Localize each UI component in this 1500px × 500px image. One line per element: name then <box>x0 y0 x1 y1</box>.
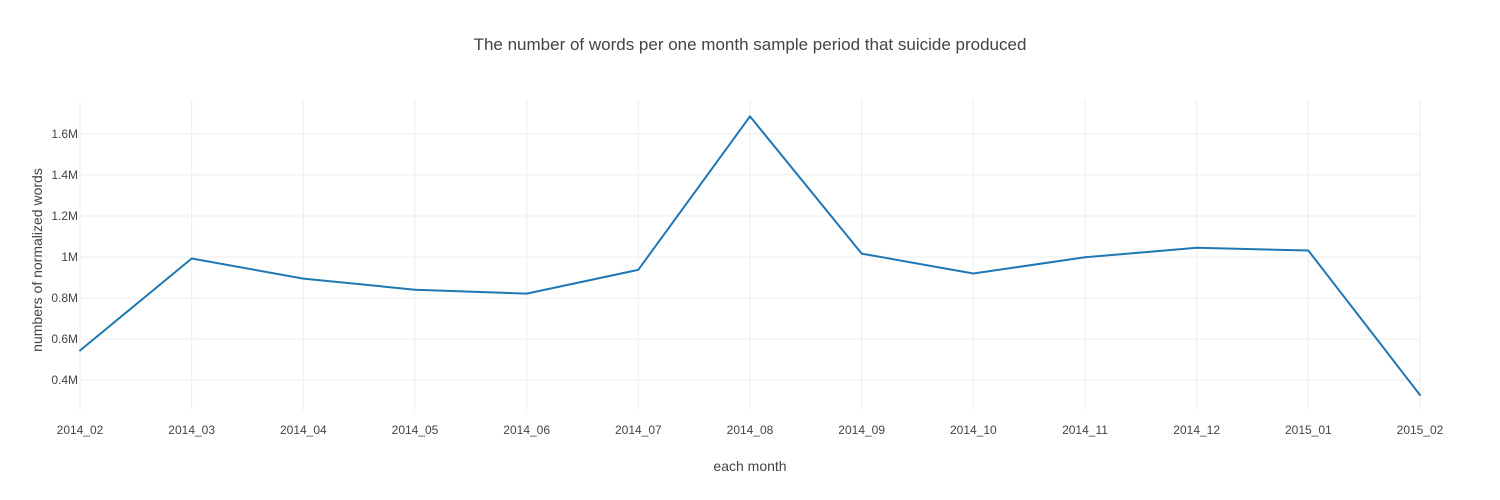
y-tick-label: 1M <box>61 250 78 264</box>
y-axis-title: numbers of normalized words <box>29 168 45 352</box>
data-point <box>525 292 528 295</box>
x-tick-label: 2014_09 <box>838 423 885 437</box>
series-layer <box>79 115 1421 397</box>
x-tick-label: 2014_08 <box>727 423 774 437</box>
data-point <box>637 268 640 271</box>
data-point <box>1419 394 1421 397</box>
x-tick-label: 2014_02 <box>57 423 104 437</box>
y-tick-label: 0.4M <box>51 373 78 387</box>
y-tick-label: 0.8M <box>51 291 78 305</box>
data-point <box>1307 249 1310 252</box>
data-point <box>860 252 863 255</box>
y-tick-label: 1.4M <box>51 168 78 182</box>
x-tick-label: 2014_06 <box>503 423 550 437</box>
x-tick-label: 2014_04 <box>280 423 327 437</box>
y-axis-ticks: 0.4M 0.6M 0.8M 1M 1.2M 1.4M 1.6M <box>51 127 78 387</box>
data-point <box>1084 256 1086 259</box>
x-tick-label: 2014_11 <box>1062 423 1108 437</box>
x-axis-ticks: 2014_02 2014_03 2014_04 2014_05 2014_06 2014_… <box>57 423 1444 437</box>
data-point <box>79 349 81 352</box>
x-tick-label: 2015_01 <box>1285 423 1332 437</box>
x-tick-label: 2014_10 <box>950 423 997 437</box>
y-tick-label: 1.6M <box>51 127 78 141</box>
x-tick-label: 2014_12 <box>1173 423 1220 437</box>
data-point <box>302 277 305 280</box>
y-tick-label: 1.2M <box>51 209 78 223</box>
data-point <box>749 115 751 118</box>
grid <box>79 100 1421 410</box>
data-point <box>1195 246 1198 249</box>
x-tick-label: 2014_07 <box>615 423 662 437</box>
x-axis-title: each month <box>713 458 786 474</box>
y-tick-label: 0.6M <box>51 332 78 346</box>
data-point <box>414 288 416 291</box>
x-tick-label: 2014_05 <box>392 423 439 437</box>
x-tick-label: 2015_02 <box>1397 423 1444 437</box>
x-tick-label: 2014_03 <box>168 423 215 437</box>
data-point <box>190 257 193 260</box>
data-point <box>972 272 975 275</box>
chart-title: The number of words per one month sample… <box>474 35 1027 54</box>
